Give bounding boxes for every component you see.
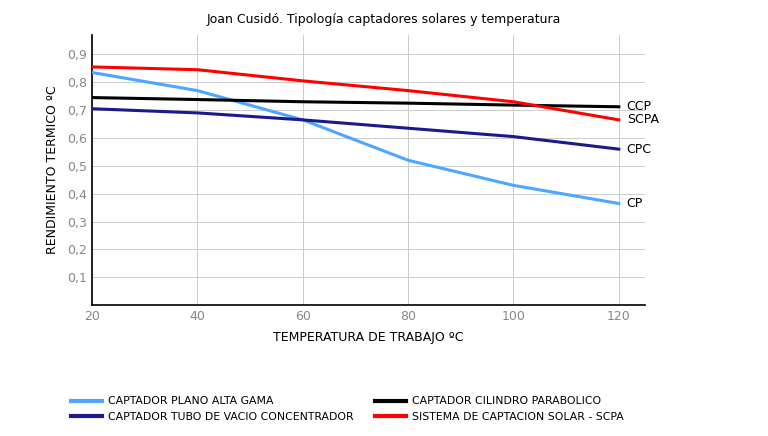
Text: Joan Cusidó. Tipología captadores solares y temperatura: Joan Cusidó. Tipología captadores solare… (207, 13, 561, 26)
Legend: CAPTADOR PLANO ALTA GAMA, CAPTADOR TUBO DE VACIO CONCENTRADOR, CAPTADOR CILINDRO: CAPTADOR PLANO ALTA GAMA, CAPTADOR TUBO … (67, 392, 628, 426)
Text: CPC: CPC (627, 143, 652, 156)
Text: CCP: CCP (627, 100, 652, 113)
Text: CP: CP (627, 197, 643, 210)
Y-axis label: RENDIMIENTO TERMICO ºC: RENDIMIENTO TERMICO ºC (46, 86, 59, 254)
X-axis label: TEMPERATURA DE TRABAJO ºC: TEMPERATURA DE TRABAJO ºC (273, 331, 464, 344)
Text: SCPA: SCPA (627, 113, 659, 126)
